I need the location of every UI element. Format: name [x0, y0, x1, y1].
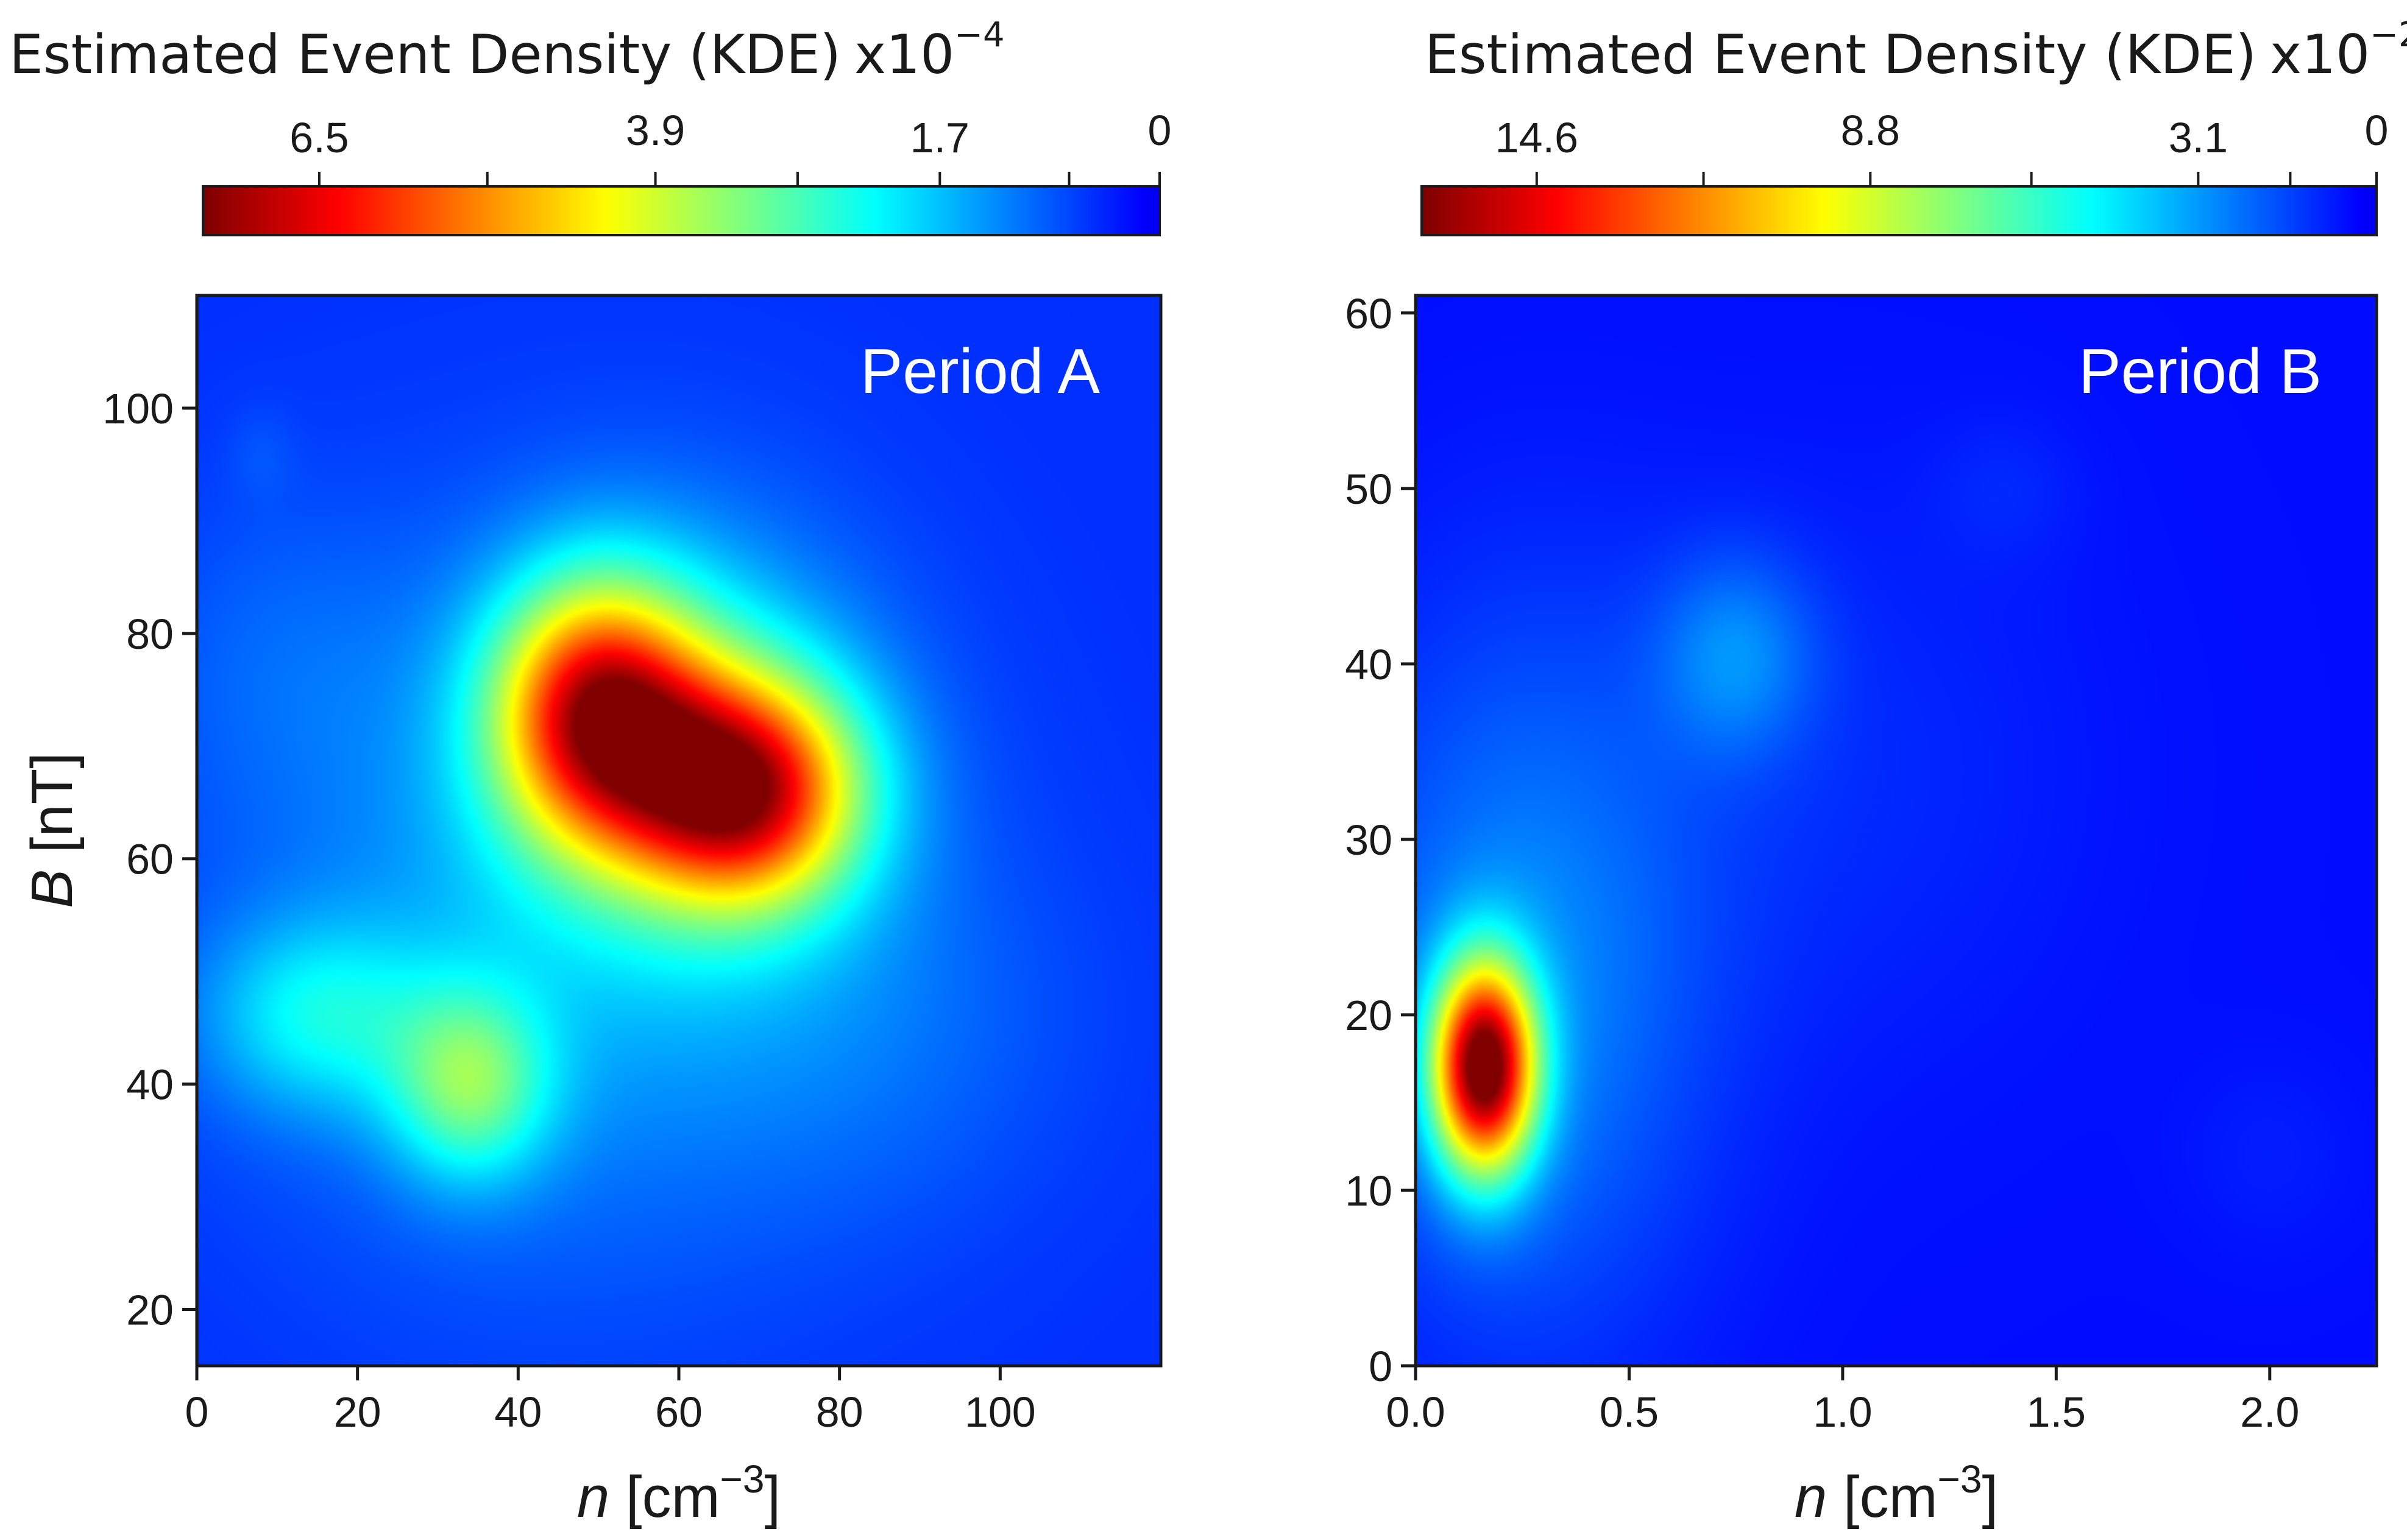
y-axis-a-label: B [nT] [19, 752, 85, 908]
colorbar-a-tick-label: 3.9 [626, 107, 685, 154]
colorbar-b-frame [1420, 185, 2378, 236]
y-tick-label-b: 20 [1345, 992, 1392, 1039]
y-tick-label-b: 50 [1345, 465, 1392, 513]
panel-b: Estimated Event Density (KDE) x10−2 14.6… [1345, 15, 2407, 1530]
x-tick-label-b: 0.0 [1386, 1388, 1445, 1436]
x-tick-label-b: 1.0 [1813, 1388, 1872, 1436]
x-tick-label-a: 100 [965, 1388, 1036, 1436]
colorbar-b: 14.6 8.8 3.1 0 [1420, 107, 2389, 236]
panel-b-label: Period B [2079, 336, 2322, 407]
x-tick-label-a: 0 [185, 1388, 209, 1436]
y-tick-label-a: 20 [126, 1287, 174, 1334]
colorbar-b-scale: x10−2 [2270, 15, 2407, 86]
colorbar-b-gradient [1422, 186, 2377, 235]
heatmap-a-image [197, 295, 1161, 1366]
colorbar-a-scale: x10−4 [854, 15, 1005, 86]
panel-a: Estimated Event Density (KDE) x10−4 6.5 3… [9, 15, 1171, 1530]
colorbar-b-tick-label: 8.8 [1841, 107, 1900, 154]
x-tick-label-a: 20 [334, 1388, 381, 1436]
y-tick-label-b: 60 [1345, 290, 1392, 337]
x-tick-label-b: 0.5 [1600, 1388, 1659, 1436]
y-tick-label-b: 30 [1345, 816, 1392, 864]
y-tick-label-a: 80 [126, 610, 174, 658]
y-tick-label-a: 40 [126, 1061, 174, 1109]
colorbar-a-tick-label: 0 [1148, 107, 1172, 154]
y-tick-label-b: 10 [1345, 1167, 1392, 1215]
y-tick-label-a: 100 [102, 385, 174, 433]
y-tick-label-a: 60 [126, 836, 174, 883]
y-tick-label-b: 40 [1345, 641, 1392, 688]
axes-a: 0 20 40 60 80 100 20 40 60 80 100 [102, 385, 1036, 1436]
colorbar-b-title: Estimated Event Density (KDE) [1425, 23, 2256, 86]
colorbar-a: 6.5 3.9 1.7 0 [202, 107, 1172, 236]
x-tick-label-b: 2.0 [2240, 1388, 2299, 1436]
heatmap-a [197, 295, 1161, 1366]
colorbar-b-tick-label: 14.6 [1495, 114, 1578, 161]
colorbar-a-title: Estimated Event Density (KDE) [9, 23, 841, 86]
x-axis-a-label: n [cm−3] [577, 1457, 781, 1530]
heatmap-b-image [1416, 295, 2377, 1366]
x-tick-label-b: 1.5 [2027, 1388, 2086, 1436]
y-tick-label-b: 0 [1369, 1343, 1392, 1390]
x-tick-label-a: 80 [816, 1388, 863, 1436]
plot-b-frame [1414, 294, 2378, 1368]
colorbar-b-tick-label: 0 [2365, 107, 2389, 154]
x-tick-label-a: 60 [655, 1388, 703, 1436]
colorbar-b-tick-label: 3.1 [2169, 114, 2228, 161]
x-axis-b-label: n [cm−3] [1795, 1457, 1998, 1530]
colorbar-a-frame [202, 185, 1161, 236]
colorbar-a-gradient [203, 186, 1160, 235]
axes-b: 0.0 0.5 1.0 1.5 2.0 0 10 20 30 40 50 60 [1345, 290, 2299, 1436]
colorbar-a-tick-label: 6.5 [289, 114, 349, 161]
x-tick-label-a: 40 [494, 1388, 542, 1436]
panel-a-label: Period A [860, 336, 1101, 407]
colorbar-a-tick-label: 1.7 [910, 114, 970, 161]
heatmap-b [1416, 295, 2377, 1366]
